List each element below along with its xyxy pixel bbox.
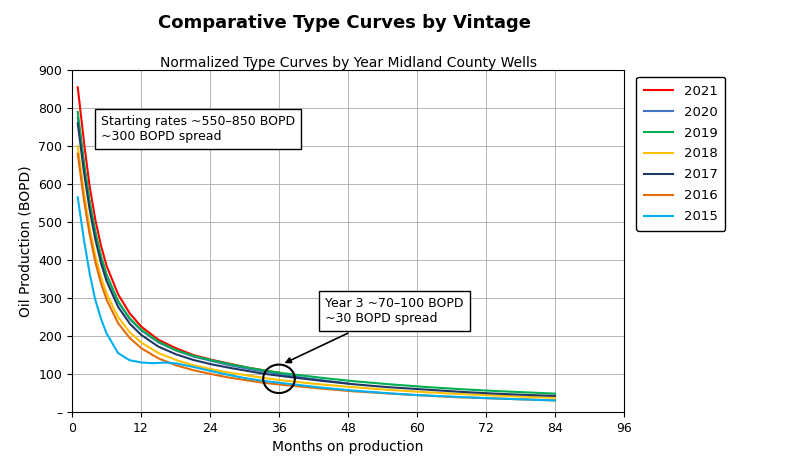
2021 — [94, 231, 103, 236]
2016 — [550, 398, 560, 403]
2018 — [401, 388, 410, 394]
Text: Year 3 ~70–100 BOPD
~30 BOPD spread: Year 3 ~70–100 BOPD ~30 BOPD spread — [286, 297, 463, 363]
2016 — [445, 394, 454, 400]
2019 — [283, 371, 293, 377]
2020 — [73, 115, 82, 120]
2016 — [122, 331, 131, 337]
2020 — [192, 355, 202, 360]
2021 — [162, 341, 171, 346]
2018 — [550, 395, 560, 401]
2017 — [454, 389, 463, 395]
2019 — [401, 383, 410, 388]
2017 — [445, 388, 454, 394]
Line: 2016: 2016 — [78, 154, 555, 401]
2020 — [101, 269, 110, 274]
X-axis label: Months on production: Months on production — [272, 440, 424, 454]
2018 — [445, 391, 454, 396]
2020 — [182, 351, 192, 357]
2019 — [73, 109, 82, 115]
2021 — [274, 370, 284, 375]
2016 — [454, 395, 463, 400]
2021 — [211, 358, 221, 364]
2015 — [445, 394, 454, 399]
2018 — [283, 378, 293, 384]
2017 — [73, 121, 82, 126]
2021 — [154, 337, 164, 343]
Line: 2019: 2019 — [78, 112, 555, 394]
Y-axis label: Oil Production (BOPD): Oil Production (BOPD) — [18, 165, 33, 317]
2019 — [445, 386, 454, 391]
Line: 2017: 2017 — [78, 124, 555, 396]
2016 — [283, 382, 293, 388]
2020 — [284, 373, 294, 378]
2016 — [266, 381, 275, 387]
2021 — [230, 362, 239, 368]
2020 — [343, 380, 353, 386]
2020 — [289, 373, 298, 379]
2016 — [73, 151, 82, 156]
2019 — [550, 391, 560, 396]
Line: 2018: 2018 — [78, 146, 555, 398]
2017 — [283, 374, 293, 380]
2021 — [73, 84, 82, 90]
2018 — [266, 376, 275, 382]
2015 — [454, 394, 463, 400]
2020 — [258, 369, 268, 374]
2015 — [401, 392, 410, 397]
2015 — [73, 195, 82, 200]
2018 — [73, 143, 82, 149]
2018 — [122, 325, 131, 331]
2019 — [266, 369, 275, 374]
2021 — [234, 363, 243, 368]
Line: 2021: 2021 — [78, 87, 279, 373]
Title: Normalized Type Curves by Year Midland County Wells: Normalized Type Curves by Year Midland C… — [159, 56, 537, 70]
2015 — [550, 398, 560, 403]
2017 — [550, 393, 560, 399]
2018 — [454, 391, 463, 397]
2017 — [266, 372, 275, 378]
2019 — [454, 386, 463, 392]
2015 — [283, 381, 293, 387]
2017 — [122, 316, 131, 322]
2017 — [401, 386, 410, 391]
2016 — [401, 392, 410, 397]
Line: 2015: 2015 — [78, 197, 555, 401]
Text: Comparative Type Curves by Vintage: Comparative Type Curves by Vintage — [158, 15, 530, 32]
2015 — [122, 356, 131, 361]
Line: 2020: 2020 — [78, 117, 348, 383]
Legend: 2021, 2020, 2019, 2018, 2017, 2016, 2015: 2021, 2020, 2019, 2018, 2017, 2016, 2015 — [636, 77, 726, 231]
2015 — [266, 379, 275, 385]
Text: Starting rates ~550–850 BOPD
~300 BOPD spread: Starting rates ~550–850 BOPD ~300 BOPD s… — [101, 115, 295, 143]
2019 — [122, 311, 131, 316]
